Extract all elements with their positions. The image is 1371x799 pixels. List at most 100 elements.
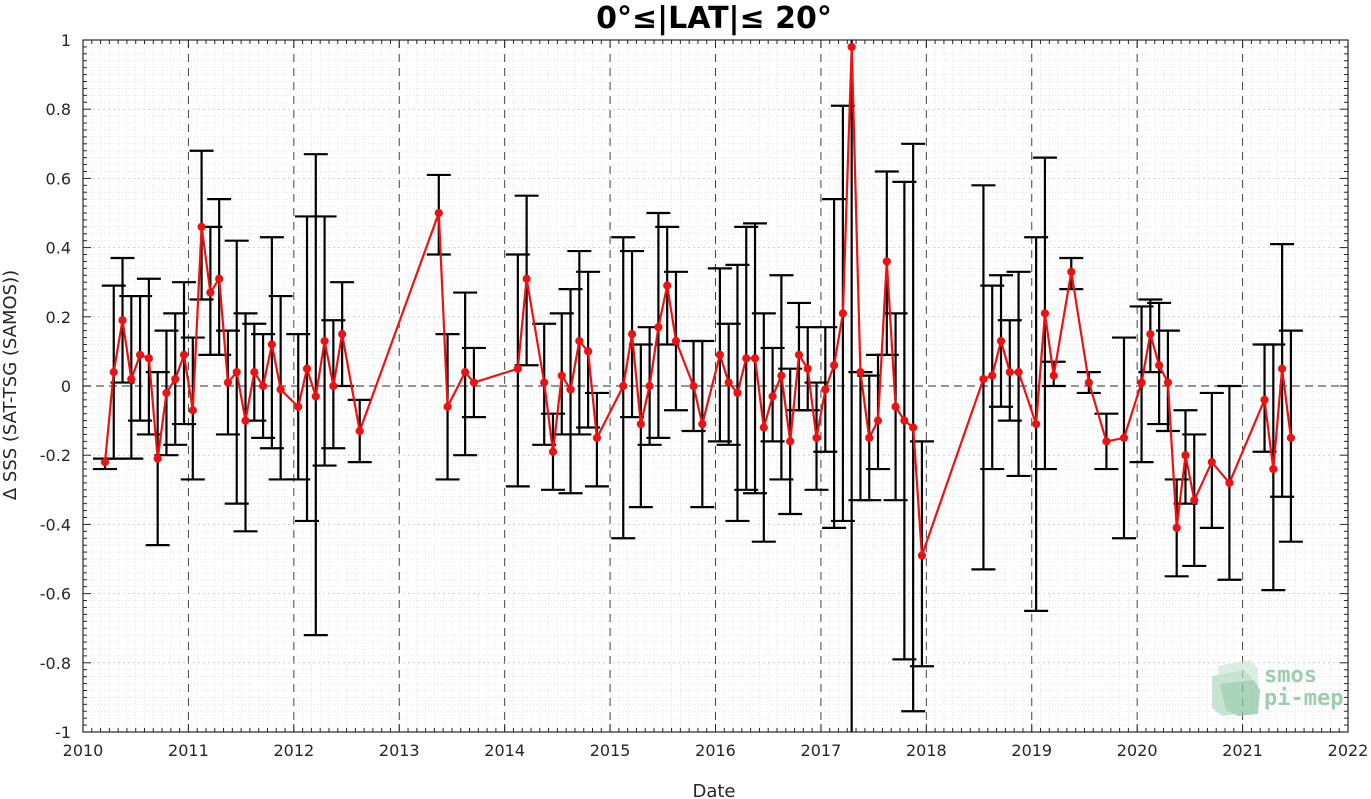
data-point [153,454,162,463]
data-point [1207,458,1216,467]
data-point [750,354,760,363]
x-tick-label: 2020 [1117,741,1158,760]
data-point [742,354,751,363]
data-point [829,361,839,370]
data-point [592,433,602,442]
data-point [1286,433,1295,442]
data-point [1163,378,1173,387]
chart-title: 0°≤|LAT|≤ 20° [596,1,832,36]
data-point [812,433,821,442]
data-point [118,316,127,325]
data-point [654,323,663,332]
data-point [206,288,215,297]
y-tick-label: 0 [61,377,71,396]
data-point [794,350,804,359]
data-point [1260,395,1269,404]
data-point [689,381,698,391]
data-point [909,423,918,432]
data-point [619,381,628,391]
data-point [513,364,522,373]
major-grid [83,40,1348,732]
data-point [873,416,883,425]
error-bars [92,40,1303,732]
data-point [1155,361,1164,370]
data-point [1032,419,1041,429]
data-point [162,388,171,398]
data-point [882,257,891,266]
data-point [1190,496,1199,505]
data-point [144,354,153,363]
data-point [557,371,566,380]
data-point [575,336,584,346]
logo-line2: pi-mep [1264,686,1343,711]
x-tick-label: 2021 [1222,741,1263,760]
data-point [803,364,812,373]
data-point [1005,368,1014,377]
y-tick-label: 0.4 [46,239,71,258]
y-tick-label: 1 [61,31,71,50]
data-point [179,350,189,359]
data-point [856,368,865,377]
logo: smos pi-mep [1212,660,1343,716]
data-point [320,336,329,346]
data-point [1146,330,1155,339]
data-point [469,378,479,387]
data-point [671,336,681,346]
data-point [311,392,320,401]
data-point [724,378,733,387]
data-point [443,402,452,411]
x-tick-label: 2018 [906,741,947,760]
data-points [100,42,1295,560]
data-point [109,368,118,377]
data-point [645,381,654,391]
data-point [197,222,206,231]
data-point [1225,478,1234,487]
x-axis-label: Date [692,781,735,799]
data-point [759,423,768,432]
cube-stack-icon [1212,660,1260,716]
data-point [171,374,180,384]
data-point [1084,378,1093,387]
data-point [900,416,909,425]
data-point [355,426,364,436]
data-point [1172,523,1181,532]
data-point [768,392,777,401]
data-point [733,388,742,398]
data-point [1067,267,1076,276]
data-point [329,381,338,391]
data-point [1137,378,1146,387]
x-tick-label: 2010 [63,741,104,760]
data-point [232,368,241,377]
y-tick-label: 0.2 [46,308,71,327]
x-tick-label: 2015 [590,741,631,760]
data-point [540,378,549,387]
y-tick-labels: -1 -0.8 -0.6 -0.4 -0.2 0 0.2 0.4 0.6 0.8 1 [40,31,71,742]
y-tick-label: -0.8 [40,654,71,673]
data-point [302,364,312,373]
data-point [566,385,575,394]
y-tick-label: 0.8 [46,100,71,119]
axis-ticks [82,39,1349,733]
data-point [258,381,268,391]
data-point [821,385,830,394]
data-point [276,385,285,394]
data-point [241,416,250,425]
y-axis-label: Δ SSS (SAT-TSG (SAMOS)) [0,270,21,500]
x-tick-label: 2011 [168,741,209,760]
data-point [338,330,347,339]
x-tick-label: 2019 [1011,741,1052,760]
data-point [865,433,874,442]
data-point [1014,368,1023,377]
data-point [1269,464,1278,474]
y-tick-label: -1 [55,723,71,742]
data-point [698,419,707,429]
data-point [636,419,645,429]
data-point [100,458,110,467]
data-point [434,208,443,218]
data-point [979,374,988,384]
data-point [223,378,233,387]
data-point [548,447,558,456]
x-tick-label: 2022 [1328,741,1369,760]
data-point [1040,309,1050,318]
x-tick-labels: 2010 2011 2012 2013 2014 2015 2016 2017 2018 2019… [63,741,1369,760]
